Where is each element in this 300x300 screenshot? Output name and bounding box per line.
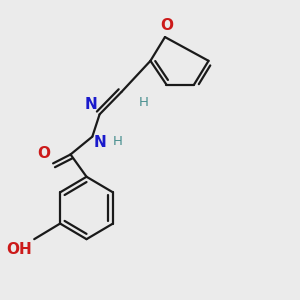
Text: O: O — [160, 18, 173, 33]
Text: N: N — [94, 135, 106, 150]
Text: N: N — [85, 97, 97, 112]
Text: H: H — [139, 96, 149, 109]
Text: O: O — [37, 146, 50, 161]
Text: H: H — [113, 135, 122, 148]
Text: OH: OH — [6, 242, 32, 257]
